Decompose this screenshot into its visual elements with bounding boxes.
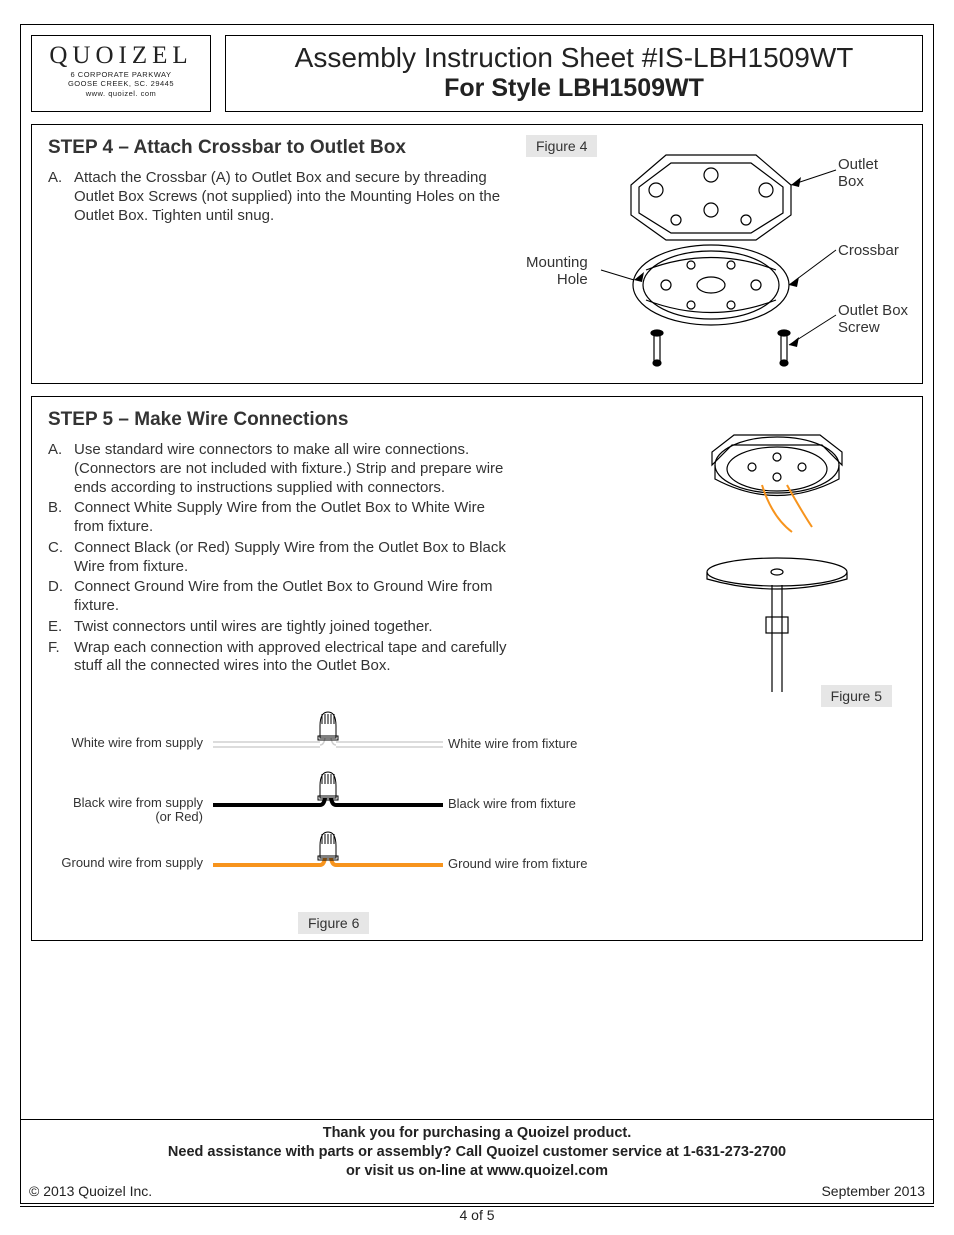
- outer-border: QUOIZEL 6 CORPORATE PARKWAY GOOSE CREEK,…: [20, 24, 934, 1204]
- callout-outlet-box: Outlet Box: [838, 157, 878, 190]
- title-line2: For Style LBH1509WT: [234, 74, 914, 103]
- footer-bottom: © 2013 Quoizel Inc. September 2013: [29, 1183, 925, 1199]
- step5-item-letter: B.: [48, 499, 74, 537]
- wire-row: Black wire from supply (or Red)Black wir…: [48, 766, 648, 816]
- step5-box: STEP 5 – Make Wire Connections A.Use sta…: [31, 396, 923, 941]
- logo-box: QUOIZEL 6 CORPORATE PARKWAY GOOSE CREEK,…: [31, 35, 211, 112]
- wire-svg: [48, 826, 648, 881]
- step5-item: E.Twist connectors until wires are tight…: [48, 618, 518, 637]
- callout-outlet-box-screw: Outlet Box Screw: [838, 303, 908, 336]
- step4-item: A. Attach the Crossbar (A) to Outlet Box…: [48, 169, 518, 225]
- step5-item-text: Use standard wire connectors to make all…: [74, 441, 518, 497]
- step5-item: A.Use standard wire connectors to make a…: [48, 441, 518, 497]
- step5-item-letter: C.: [48, 539, 74, 577]
- step4-list: A. Attach the Crossbar (A) to Outlet Box…: [48, 169, 518, 225]
- figure5: Figure 5: [662, 417, 892, 707]
- wire-svg: [48, 766, 648, 821]
- step5-item-text: Twist connectors until wires are tightly…: [74, 618, 433, 637]
- callout-crossbar: Crossbar: [838, 243, 899, 260]
- footer-line1: Thank you for purchasing a Quoizel produ…: [29, 1124, 925, 1143]
- figure6: Ground wire from supplyGround wire from …: [48, 706, 648, 926]
- logo-addr2: GOOSE CREEK, SC. 29445: [40, 79, 202, 88]
- step5-item-text: Connect Ground Wire from the Outlet Box …: [74, 578, 518, 616]
- step5-list: A.Use standard wire connectors to make a…: [48, 441, 518, 676]
- step5-item-letter: A.: [48, 441, 74, 497]
- step5-item-letter: E.: [48, 618, 74, 637]
- step5-item-text: Connect Black (or Red) Supply Wire from …: [74, 539, 518, 577]
- logo-addr3: www. quoizel. com: [40, 89, 202, 98]
- header-row: QUOIZEL 6 CORPORATE PARKWAY GOOSE CREEK,…: [21, 25, 933, 112]
- footer-line2: Need assistance with parts or assembly? …: [29, 1143, 925, 1162]
- logo-addr1: 6 CORPORATE PARKWAY: [40, 70, 202, 79]
- step5-item-letter: D.: [48, 578, 74, 616]
- footer-line3: or visit us on-line at www.quoizel.com: [29, 1162, 925, 1181]
- callout-mounting-hole: Mounting Hole: [526, 255, 588, 288]
- page: QUOIZEL 6 CORPORATE PARKWAY GOOSE CREEK,…: [0, 0, 954, 1235]
- step5-item: C.Connect Black (or Red) Supply Wire fro…: [48, 539, 518, 577]
- figure5-svg: [662, 417, 892, 707]
- figure4: Figure 4: [506, 135, 906, 370]
- title-box: Assembly Instruction Sheet #IS-LBH1509WT…: [225, 35, 923, 112]
- step5-item-letter: F.: [48, 639, 74, 677]
- step5-item: D.Connect Ground Wire from the Outlet Bo…: [48, 578, 518, 616]
- step5-item-text: Wrap each connection with approved elect…: [74, 639, 518, 677]
- logo-name: QUOIZEL: [40, 42, 202, 70]
- figure6-label: Figure 6: [298, 912, 369, 934]
- footer-date: September 2013: [821, 1183, 925, 1199]
- wire-row: White wire from supplyWhite wire from fi…: [48, 706, 648, 756]
- step5-item-text: Connect White Supply Wire from the Outle…: [74, 499, 518, 537]
- figure5-label: Figure 5: [821, 685, 892, 707]
- step4-box: STEP 4 – Attach Crossbar to Outlet Box A…: [31, 124, 923, 384]
- step5-item: B.Connect White Supply Wire from the Out…: [48, 499, 518, 537]
- wire-row: Ground wire from supplyGround wire from …: [48, 826, 648, 876]
- footer: Thank you for purchasing a Quoizel produ…: [21, 1119, 933, 1203]
- footer-copyright: © 2013 Quoizel Inc.: [29, 1183, 152, 1199]
- wire-svg: [48, 706, 648, 761]
- step4-item-text: Attach the Crossbar (A) to Outlet Box an…: [74, 169, 518, 225]
- title-line1: Assembly Instruction Sheet #IS-LBH1509WT: [234, 42, 914, 74]
- page-number: 4 of 5: [20, 1206, 934, 1223]
- step4-item-letter: A.: [48, 169, 74, 225]
- step5-item: F.Wrap each connection with approved ele…: [48, 639, 518, 677]
